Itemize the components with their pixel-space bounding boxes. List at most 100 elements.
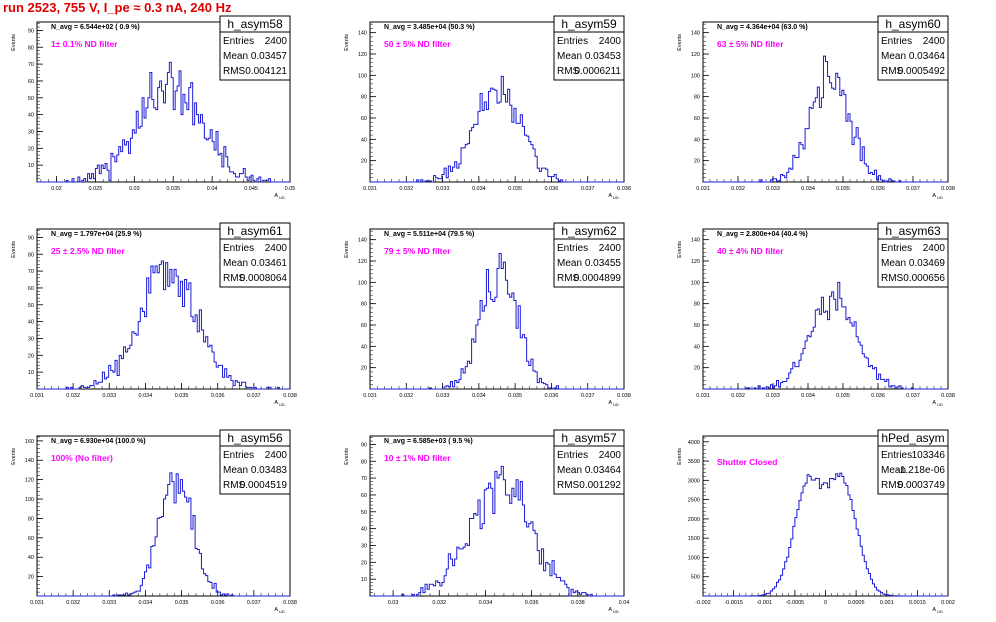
histogram-panel-h_asym57: 0.03 0.032 0.034 0.036 0.038 0.04 10 20 30 40 50 60… — [344, 429, 630, 614]
x-tick-label: 0.033 — [436, 186, 450, 192]
x-tick-label: 0.035 — [175, 393, 189, 399]
x-axis-title: A — [932, 607, 936, 613]
navg-label: N_avg = 6.585e+03 ( 9.5 %) — [384, 438, 473, 445]
histogram-line — [37, 472, 290, 597]
stats-label: RMS — [223, 480, 246, 491]
x-tick-label: 0.034 — [472, 393, 486, 399]
x-tick-label: 0.04 — [207, 186, 218, 192]
plot-frame — [369, 435, 625, 597]
y-tick-label: 100 — [691, 280, 700, 286]
stats-value: -1.218e-06 — [897, 465, 946, 476]
x-tick-label: 0.032 — [399, 393, 413, 399]
plot-frame — [702, 228, 949, 390]
y-tick-label: 40 — [694, 137, 700, 143]
stats-value: 0.0003749 — [898, 480, 946, 491]
y-axis-title: Events — [344, 448, 350, 465]
stats-label: Mean — [557, 258, 582, 269]
y-tick-label: 80 — [694, 302, 700, 308]
stats-label: RMS — [557, 273, 580, 284]
histogram-line — [703, 55, 948, 183]
histogram-line — [37, 260, 290, 390]
x-tick-label: 0.034 — [139, 600, 153, 606]
plot-frame — [702, 21, 949, 183]
y-tick-label: 10 — [361, 577, 367, 583]
filter-annotation: 25 ± 2.5% ND filter — [51, 246, 125, 256]
x-tick-label: 0.03 — [388, 600, 399, 606]
stats-label: RMS — [881, 273, 904, 284]
x-tick-label: -0.0005 — [786, 600, 805, 606]
y-tick-label: 80 — [361, 459, 367, 465]
x-tick-label: 0.034 — [801, 186, 815, 192]
y-axis-title: Events — [677, 34, 683, 51]
stats-label: Mean — [557, 465, 582, 476]
stats-title: h_asym57 — [561, 431, 617, 445]
y-axis-title: Events — [11, 448, 17, 465]
histogram-panel-h_asym56: 0.031 0.032 0.033 0.034 0.035 0.036 0.037 0.038… — [11, 429, 297, 614]
stats-label: Entries — [881, 36, 912, 47]
filter-annotation: 79 ± 5% ND filter — [384, 246, 451, 256]
x-axis-title: A — [932, 193, 936, 199]
y-tick-label: 120 — [691, 52, 700, 58]
x-tick-label: 0.036 — [871, 393, 885, 399]
x-tick-label: 0.037 — [581, 393, 595, 399]
stats-title: h_asym58 — [227, 17, 283, 31]
stats-label: Entries — [557, 36, 588, 47]
x-tick-label: -0.0015 — [724, 600, 743, 606]
stats-value: 0.001292 — [579, 480, 621, 491]
x-tick-label: 0.036 — [211, 600, 225, 606]
stats-label: Mean — [557, 51, 582, 62]
stats-label: Entries — [223, 450, 254, 461]
y-axis-title: Events — [677, 241, 683, 258]
navg-label: N_avg = 1.797e+04 (25.9 %) — [51, 231, 142, 238]
x-tick-label: 0.033 — [436, 393, 450, 399]
stats-value: 2400 — [923, 36, 946, 47]
stats-title: hPed_asym — [881, 431, 944, 445]
histogram-panel-h_asym58: 0.02 0.025 0.03 0.035 0.04 0.045 0.05 10 20 30 40 5… — [11, 15, 295, 200]
x-tick-label: 0.032 — [731, 393, 745, 399]
x-tick-label: 0.032 — [731, 186, 745, 192]
y-tick-label: 20 — [28, 353, 34, 359]
stats-value: 2400 — [265, 450, 288, 461]
stats-label: RMS — [557, 66, 580, 77]
y-axis-title: Events — [344, 241, 350, 258]
y-tick-label: 60 — [361, 323, 367, 329]
x-tick-label: 0.034 — [479, 600, 493, 606]
x-tick-label: 0.037 — [906, 393, 920, 399]
stats-box — [553, 222, 625, 288]
navg-label: N_avg = 4.364e+04 (63.0 %) — [717, 24, 808, 31]
x-axis-subscript: UD — [937, 402, 943, 407]
navg-label: N_avg = 6.930e+04 (100.0 %) — [51, 438, 146, 445]
x-tick-label: 0.034 — [472, 186, 486, 192]
y-tick-label: 3500 — [688, 459, 700, 465]
x-tick-label: 0.038 — [283, 393, 297, 399]
x-tick-label: 0.031 — [363, 186, 377, 192]
y-tick-label: 80 — [28, 516, 34, 522]
y-tick-label: 140 — [691, 31, 700, 37]
stats-label: RMS — [223, 66, 246, 77]
x-tick-label: 0.033 — [102, 393, 116, 399]
stats-value: 0.03464 — [585, 465, 622, 476]
y-tick-label: 60 — [28, 286, 34, 292]
x-tick-label: 0.033 — [766, 186, 780, 192]
x-tick-label: 0.032 — [432, 600, 446, 606]
stats-label: Entries — [557, 450, 588, 461]
x-axis-title: A — [274, 193, 278, 199]
x-axis-subscript: UD — [613, 195, 619, 200]
y-tick-label: 4000 — [688, 440, 700, 446]
y-tick-label: 70 — [28, 62, 34, 68]
x-tick-label: 0.038 — [941, 393, 955, 399]
x-tick-label: 0.033 — [766, 393, 780, 399]
x-tick-label: 0.04 — [619, 600, 630, 606]
stats-label: Entries — [557, 243, 588, 254]
x-axis-subscript: UD — [279, 609, 285, 614]
y-tick-label: 20 — [694, 366, 700, 372]
plot-frame — [36, 435, 291, 597]
plot-frame — [36, 228, 291, 390]
stats-label: Mean — [881, 51, 906, 62]
histogram-panel-h_asym61: 0.031 0.032 0.033 0.034 0.035 0.036 0.037 0.038… — [11, 222, 297, 407]
x-tick-label: 0.031 — [30, 600, 44, 606]
stats-value: 0.0008064 — [240, 273, 288, 284]
y-tick-label: 40 — [361, 137, 367, 143]
x-tick-label: 0.035 — [175, 600, 189, 606]
y-tick-label: 140 — [691, 238, 700, 244]
